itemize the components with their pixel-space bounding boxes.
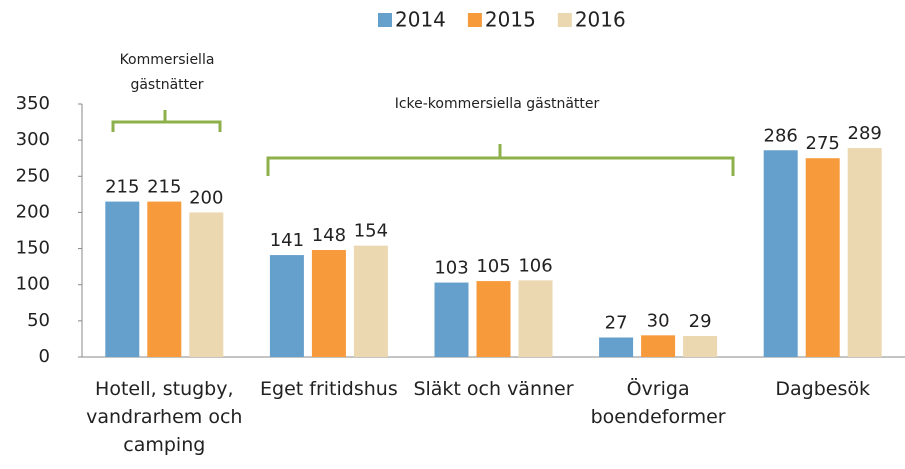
data-label: 106 bbox=[518, 255, 552, 276]
data-label: 200 bbox=[189, 187, 223, 208]
x-tick-label: Hotell, stugby, vandrarhem och camping bbox=[86, 378, 243, 456]
x-tick-label: Släkt och vänner bbox=[413, 378, 574, 400]
y-tick-label: 350 bbox=[16, 93, 50, 114]
y-tick-label: 300 bbox=[16, 129, 50, 150]
bar bbox=[476, 281, 511, 357]
y-tick-label: 200 bbox=[16, 201, 50, 222]
bar bbox=[189, 212, 224, 357]
bar bbox=[763, 150, 798, 357]
legend-label: 2014 bbox=[395, 8, 446, 32]
data-label: 103 bbox=[434, 258, 468, 279]
bar bbox=[518, 280, 553, 357]
data-label: 289 bbox=[848, 123, 882, 144]
legend-swatch bbox=[557, 13, 572, 27]
legend-swatch bbox=[378, 13, 392, 27]
data-label: 275 bbox=[806, 133, 840, 154]
data-label: 141 bbox=[270, 230, 304, 251]
x-tick-label: Eget fritidshus bbox=[260, 378, 398, 400]
data-label: 215 bbox=[147, 177, 181, 198]
bracket bbox=[111, 110, 222, 132]
bar bbox=[105, 201, 140, 357]
bar bbox=[311, 250, 346, 357]
legend-label: 2015 bbox=[485, 8, 536, 32]
data-label: 30 bbox=[647, 310, 670, 331]
y-tick-label: 50 bbox=[27, 310, 50, 331]
y-tick-label: 100 bbox=[16, 274, 50, 295]
x-tick-label: Övriga boendeformer bbox=[590, 378, 726, 428]
data-label: 29 bbox=[689, 311, 712, 332]
annotation: Icke-kommersiella gästnätter bbox=[394, 96, 600, 112]
data-label: 148 bbox=[312, 225, 346, 246]
x-tick-label: Dagbesök bbox=[775, 378, 870, 400]
bar bbox=[353, 245, 388, 357]
y-tick-label: 0 bbox=[39, 346, 50, 367]
legend-swatch bbox=[467, 13, 482, 27]
bar bbox=[434, 282, 469, 357]
data-label: 215 bbox=[105, 177, 139, 198]
annotation: Kommersiella gästnätter bbox=[119, 52, 215, 93]
bar bbox=[805, 158, 840, 357]
data-label: 105 bbox=[476, 256, 510, 277]
bar bbox=[269, 255, 304, 357]
bar bbox=[147, 201, 182, 357]
data-label: 154 bbox=[354, 221, 388, 242]
bracket bbox=[266, 144, 735, 176]
data-label: 286 bbox=[764, 125, 798, 146]
legend-label: 2016 bbox=[575, 8, 626, 32]
y-tick-label: 250 bbox=[16, 165, 50, 186]
bar bbox=[599, 337, 634, 357]
bar bbox=[641, 335, 676, 357]
bar bbox=[683, 336, 718, 357]
data-label: 27 bbox=[605, 312, 628, 333]
y-tick-label: 150 bbox=[16, 238, 50, 259]
bar bbox=[847, 148, 882, 357]
